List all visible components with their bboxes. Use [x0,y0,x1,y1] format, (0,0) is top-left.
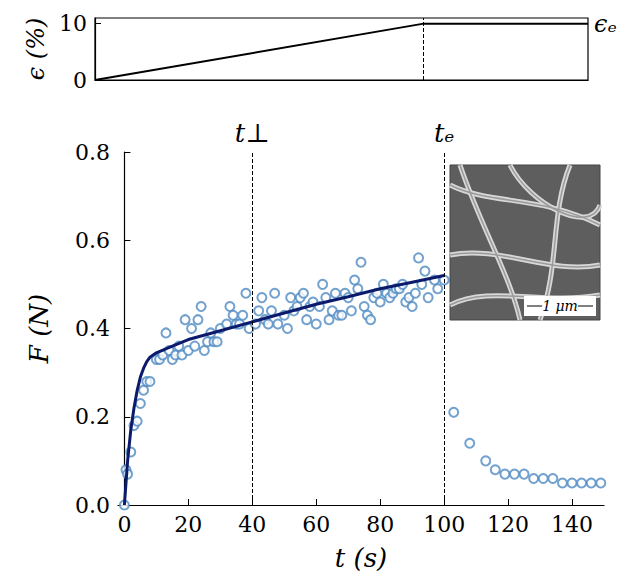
svg-text:0.6: 0.6 [75,228,110,253]
svg-text:0.0: 0.0 [75,493,110,518]
svg-text:0.8: 0.8 [75,140,110,165]
svg-text:60: 60 [302,512,330,537]
svg-text:20: 20 [174,512,202,537]
svg-text:120: 120 [487,512,529,537]
svg-text:0: 0 [73,68,87,93]
svg-text:0: 0 [117,512,131,537]
svg-text:t (s): t (s) [335,543,387,573]
svg-text:t⊥: t⊥ [235,118,270,148]
svg-text:80: 80 [366,512,394,537]
svg-text:1 μm: 1 μm [542,298,578,314]
svg-text:tₑ: tₑ [434,118,455,148]
svg-text:ϵₑ: ϵₑ [594,10,617,38]
svg-text:ϵ (%): ϵ (%) [22,18,50,81]
svg-text:10: 10 [59,11,87,36]
svg-text:F (N): F (N) [24,294,54,364]
svg-text:0.2: 0.2 [75,404,110,429]
svg-text:40: 40 [238,512,266,537]
svg-text:140: 140 [551,512,593,537]
svg-text:0.4: 0.4 [75,316,110,341]
svg-text:100: 100 [423,512,465,537]
